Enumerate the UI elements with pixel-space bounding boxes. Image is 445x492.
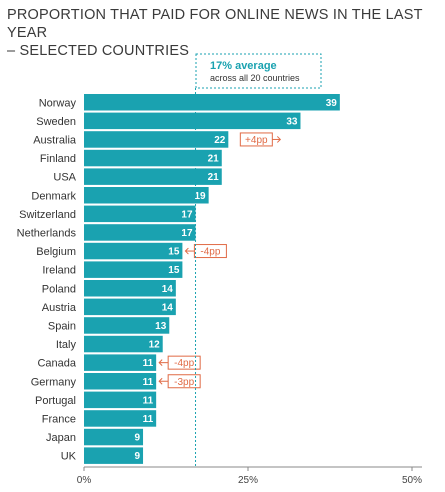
data-label: 17 — [181, 209, 193, 220]
category-label: Japan — [46, 432, 76, 444]
data-label: 11 — [143, 358, 154, 369]
category-label: Canada — [37, 358, 76, 370]
data-label: 33 — [286, 116, 298, 127]
bar — [84, 112, 301, 130]
data-label: 14 — [162, 302, 174, 313]
data-label: 12 — [149, 340, 161, 351]
data-label: 11 — [143, 395, 154, 406]
data-label: 11 — [143, 377, 154, 388]
category-label: Finland — [40, 153, 76, 165]
category-label: UK — [61, 451, 77, 463]
bar — [84, 187, 209, 204]
category-label: USA — [53, 172, 76, 184]
data-label: 19 — [195, 191, 207, 202]
change-label: -3pp — [174, 377, 194, 388]
data-label: 9 — [134, 451, 140, 462]
change-arrowhead-icon — [276, 136, 282, 143]
data-label: 39 — [326, 98, 338, 109]
data-label: 13 — [155, 321, 167, 332]
bar — [84, 224, 196, 241]
chart-title: PROPORTION THAT PAID FOR ONLINE NEWS IN … — [7, 6, 437, 60]
category-label: Australia — [33, 134, 77, 146]
bar — [84, 447, 144, 464]
data-label: 15 — [168, 247, 180, 258]
data-label: 9 — [134, 433, 140, 444]
bar — [84, 410, 157, 427]
change-arrowhead-icon — [184, 247, 189, 255]
bar — [84, 391, 157, 409]
data-label: 15 — [168, 265, 180, 276]
change-label: -4pp — [174, 358, 194, 369]
bar — [84, 373, 157, 390]
bar — [84, 280, 176, 297]
category-label: Austria — [42, 302, 77, 314]
data-label: 11 — [143, 414, 154, 425]
chart-title-line-2: – SELECTED COUNTRIES — [7, 43, 190, 59]
category-label: Italy — [56, 339, 77, 351]
x-tick-label: 50% — [402, 475, 422, 486]
bar — [84, 131, 229, 148]
bar — [84, 428, 144, 446]
bar — [84, 94, 340, 111]
category-label: Belgium — [36, 246, 76, 258]
change-arrowhead-icon — [158, 377, 163, 385]
category-label: Sweden — [36, 116, 76, 128]
data-label: 21 — [208, 154, 220, 165]
category-label: Poland — [42, 283, 76, 295]
bar — [84, 205, 196, 223]
data-label: 14 — [162, 284, 174, 295]
category-label: Germany — [31, 376, 77, 388]
bar — [84, 317, 170, 334]
category-label: Norway — [39, 97, 77, 109]
average-box — [195, 53, 322, 89]
x-tick-label: 0% — [77, 475, 92, 486]
bar — [84, 149, 222, 167]
category-label: Spain — [48, 320, 76, 332]
category-label: Denmark — [31, 190, 76, 202]
change-label: +4pp — [245, 135, 268, 146]
category-label: France — [42, 413, 76, 425]
bar — [84, 354, 157, 371]
average-label: 17% average — [210, 60, 277, 72]
chart-title-line-1: PROPORTION THAT PAID FOR ONLINE NEWS IN … — [7, 7, 423, 41]
x-tick-label: 25% — [238, 475, 258, 486]
bar — [84, 298, 176, 316]
category-label: Portugal — [35, 395, 76, 407]
data-label: 22 — [214, 135, 226, 146]
category-label: Switzerland — [19, 209, 76, 221]
bar — [84, 335, 163, 353]
bar — [84, 168, 222, 185]
bar — [84, 242, 183, 260]
category-label: Netherlands — [17, 227, 77, 239]
category-label: Ireland — [42, 265, 76, 277]
average-sublabel: across all 20 countries — [210, 73, 300, 83]
change-arrowhead-icon — [158, 359, 163, 367]
bar — [84, 261, 183, 278]
data-label: 17 — [181, 228, 193, 239]
change-label: -4pp — [200, 247, 220, 258]
data-label: 21 — [208, 172, 220, 183]
